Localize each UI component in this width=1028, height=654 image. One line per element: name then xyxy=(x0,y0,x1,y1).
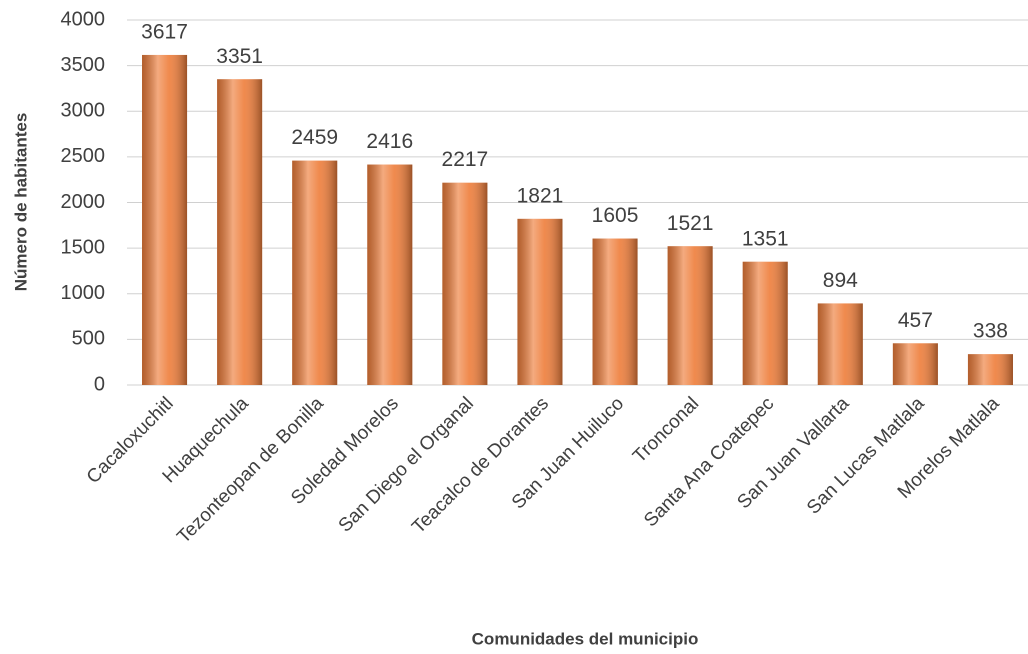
bar-shine xyxy=(892,343,938,385)
data-label: 2217 xyxy=(442,148,489,171)
y-tick-label: 2000 xyxy=(61,191,106,213)
data-label: 2416 xyxy=(366,130,413,153)
data-label: 1351 xyxy=(742,227,789,250)
data-label: 894 xyxy=(823,269,858,292)
data-label: 2459 xyxy=(291,126,338,149)
bar-shine xyxy=(142,54,188,385)
x-tick-label: Tronconal xyxy=(629,393,703,467)
data-label: 1521 xyxy=(667,212,714,235)
y-tick-label: 1000 xyxy=(61,282,106,304)
data-label: 338 xyxy=(973,320,1008,343)
data-label: 3617 xyxy=(141,20,188,43)
x-tick-label: Tezonteopan de Bonilla xyxy=(173,393,328,548)
y-tick-label: 500 xyxy=(72,328,105,350)
x-axis-title: Comunidades del municipio xyxy=(472,629,699,648)
bar-shine xyxy=(592,238,638,385)
bar-shine xyxy=(217,79,263,385)
y-tick-label: 1500 xyxy=(61,236,106,258)
data-label: 3351 xyxy=(216,45,263,68)
y-axis-title: Número de habitantes xyxy=(11,113,30,292)
bar-shine xyxy=(442,182,488,385)
bar-shine xyxy=(817,303,863,385)
data-label: 1605 xyxy=(592,204,639,227)
bar-shine xyxy=(742,261,788,385)
y-tick-label: 3000 xyxy=(61,100,106,122)
bar-shine xyxy=(667,246,713,385)
bar-shine xyxy=(517,218,563,385)
x-tick-label: Santa Ana Coatepec xyxy=(640,393,778,531)
x-tick-label: Teacalco de Dorantes xyxy=(408,393,553,538)
x-tick-label: San Diego el Organal xyxy=(335,393,478,536)
y-tick-label: 2500 xyxy=(61,145,106,167)
data-label: 1821 xyxy=(517,184,564,207)
y-tick-label: 0 xyxy=(94,373,105,395)
bar-shine xyxy=(292,160,338,385)
y-tick-label: 3500 xyxy=(61,54,106,76)
data-label: 457 xyxy=(898,309,933,332)
y-tick-label: 4000 xyxy=(61,8,106,30)
bar-shine xyxy=(367,164,413,385)
bar-shine xyxy=(967,354,1013,385)
